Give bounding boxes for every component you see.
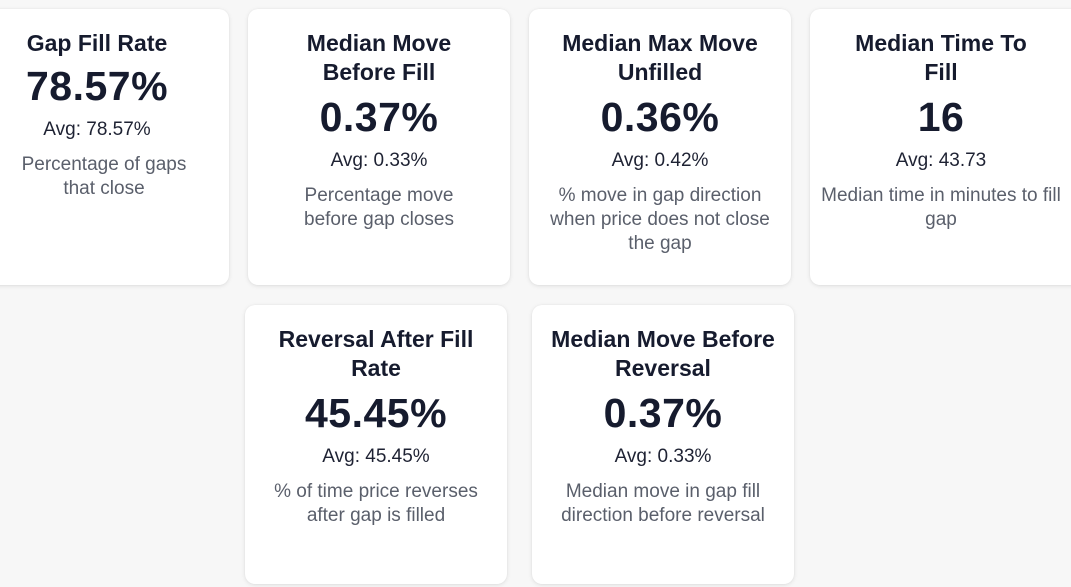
stat-card-description: Percentage move before gap closes	[304, 185, 454, 230]
stat-card-median-max-move-unfilled: Median Max Move Unfilled 0.36% Avg: 0.42…	[529, 9, 791, 285]
stat-card-value: 16	[917, 94, 965, 140]
stat-card-average: Avg: 43.73	[895, 150, 987, 171]
stat-card-average: Avg: 78.57%	[43, 119, 151, 140]
stat-card-description: % move in gap direction when price does …	[550, 185, 770, 254]
stat-card-median-time-to-fill: Median Time To Fill 16 Avg: 43.73 Median…	[810, 9, 1071, 285]
stat-card-description: Median time in minutes to fill gap	[821, 185, 1061, 230]
stat-card-median-move-before-fill: Median Move Before Fill 0.37% Avg: 0.33%…	[248, 9, 510, 285]
stat-card-value: 0.37%	[603, 390, 723, 436]
stat-card-average: Avg: 0.33%	[614, 446, 712, 467]
stat-card-gap-fill-rate: Gap Fill Rate 78.57% Avg: 78.57% Percent…	[0, 9, 229, 285]
stat-card-value: 0.37%	[319, 94, 439, 140]
stat-card-value: 78.57%	[25, 63, 169, 109]
stat-card-title: Median Time To Fill	[855, 30, 1027, 85]
stat-card-title: Median Move Before Fill	[306, 30, 452, 85]
stat-card-reversal-after-fill-rate: Reversal After Fill Rate 45.45% Avg: 45.…	[245, 305, 507, 584]
stat-card-title: Reversal After Fill Rate	[278, 326, 474, 381]
stat-card-value: 0.36%	[600, 94, 720, 140]
stat-card-average: Avg: 0.42%	[611, 150, 709, 171]
stat-card-description: % of time price reverses after gap is fi…	[274, 481, 478, 526]
stat-card-average: Avg: 45.45%	[322, 446, 430, 467]
stat-card-value: 45.45%	[304, 390, 448, 436]
stat-card-description: Median move in gap fill direction before…	[561, 481, 765, 526]
stat-card-title: Median Max Move Unfilled	[562, 30, 758, 85]
stat-card-median-move-before-reversal: Median Move Before Reversal 0.37% Avg: 0…	[532, 305, 794, 584]
stat-card-average: Avg: 0.33%	[330, 150, 428, 171]
stat-card-title: Gap Fill Rate	[26, 30, 168, 56]
stat-card-description: Percentage of gaps that close	[21, 154, 187, 199]
stat-card-title: Median Move Before Reversal	[551, 326, 775, 381]
